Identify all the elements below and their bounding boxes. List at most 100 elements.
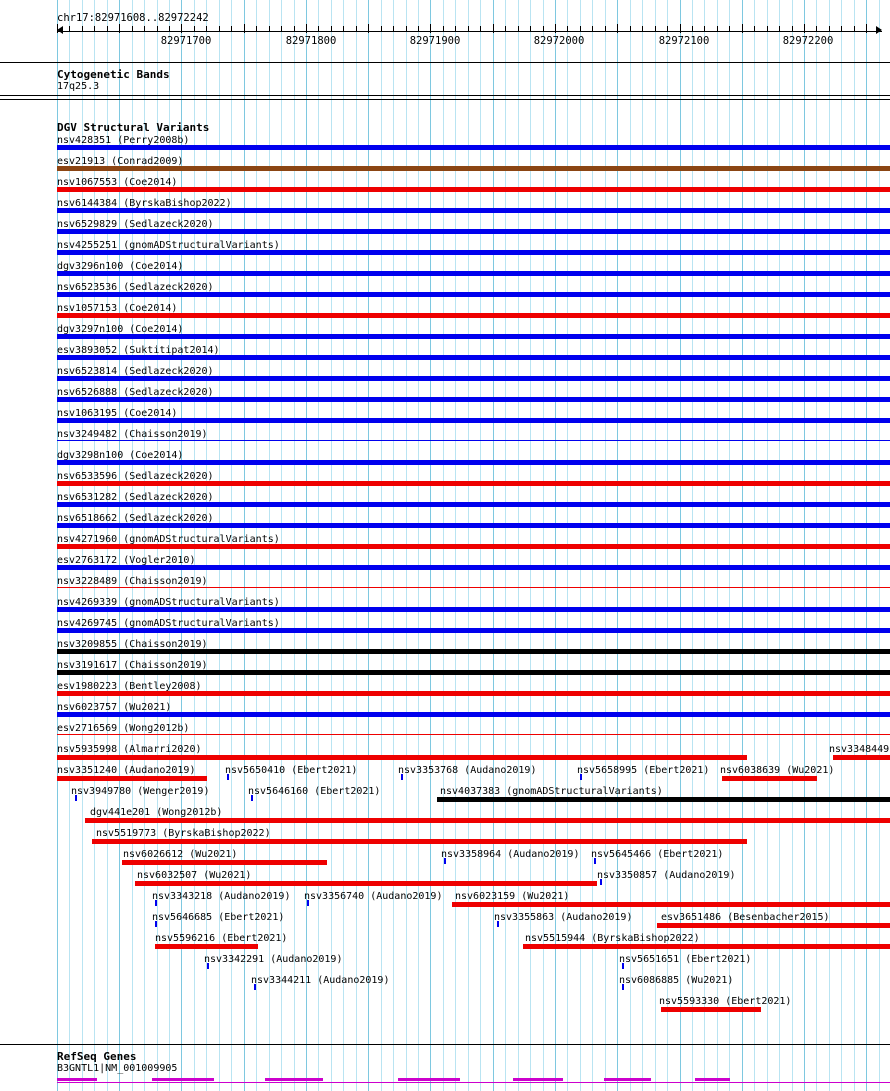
variant-label[interactable]: nsv6518662 (Sedlazeck2020) xyxy=(57,513,214,524)
variant-label[interactable]: nsv1067553 (Coe2014) xyxy=(57,177,178,188)
variant-label[interactable]: nsv3356740 (Audano2019) xyxy=(304,891,443,902)
variant-feature-bar[interactable] xyxy=(57,607,890,612)
variant-feature-bar[interactable] xyxy=(437,797,890,802)
variant-label[interactable]: nsv5646160 (Ebert2021) xyxy=(248,786,381,797)
variant-label[interactable]: nsv6023757 (Wu2021) xyxy=(57,702,172,713)
variant-feature-bar[interactable] xyxy=(444,858,446,864)
variant-feature-bar[interactable] xyxy=(600,879,602,885)
variant-feature-bar[interactable] xyxy=(57,755,747,760)
variant-feature-bar[interactable] xyxy=(57,712,890,717)
variant-feature-bar[interactable] xyxy=(57,418,890,423)
variant-feature-bar[interactable] xyxy=(661,1007,761,1012)
variant-feature-bar[interactable] xyxy=(227,774,229,780)
variant-label[interactable]: nsv3348449 xyxy=(829,744,890,755)
variant-label[interactable]: nsv6526888 (Sedlazeck2020) xyxy=(57,387,214,398)
variant-label[interactable]: nsv6523536 (Sedlazeck2020) xyxy=(57,282,214,293)
variant-feature-bar[interactable] xyxy=(57,670,890,675)
variant-label[interactable]: esv3893052 (Suktitipat2014) xyxy=(57,345,220,356)
variant-label[interactable]: nsv6032507 (Wu2021) xyxy=(137,870,252,881)
variant-label[interactable]: esv3651486 (Besenbacher2015) xyxy=(661,912,830,923)
variant-label[interactable]: esv2716569 (Wong2012b) xyxy=(57,723,190,734)
variant-label[interactable]: nsv5658995 (Ebert2021) xyxy=(577,765,710,776)
variant-label[interactable]: nsv6531282 (Sedlazeck2020) xyxy=(57,492,214,503)
variant-feature-bar[interactable] xyxy=(57,565,890,570)
gene-exon-block[interactable] xyxy=(265,1078,323,1081)
variant-feature-bar[interactable] xyxy=(57,776,207,781)
variant-label[interactable]: nsv5646685 (Ebert2021) xyxy=(152,912,285,923)
variant-feature-bar[interactable] xyxy=(497,921,499,927)
variant-label[interactable]: nsv5596216 (Ebert2021) xyxy=(155,933,288,944)
variant-feature-bar[interactable] xyxy=(57,397,890,402)
variant-feature-bar[interactable] xyxy=(57,187,890,192)
variant-label[interactable]: nsv5593330 (Ebert2021) xyxy=(659,996,792,1007)
variant-label[interactable]: nsv6023159 (Wu2021) xyxy=(455,891,570,902)
variant-feature-bar[interactable] xyxy=(307,900,309,906)
variant-label[interactable]: nsv5645466 (Ebert2021) xyxy=(591,849,724,860)
variant-label[interactable]: nsv3249482 (Chaisson2019) xyxy=(57,429,208,440)
variant-label[interactable]: nsv3228489 (Chaisson2019) xyxy=(57,576,208,587)
variant-label[interactable]: nsv4255251 (gnomADStructuralVariants) xyxy=(57,240,280,251)
variant-feature-bar[interactable] xyxy=(251,795,253,801)
variant-feature-bar[interactable] xyxy=(57,271,890,276)
variant-feature-bar[interactable] xyxy=(57,440,890,441)
gene-exon-block[interactable] xyxy=(152,1078,214,1081)
variant-feature-bar[interactable] xyxy=(523,944,890,949)
variant-label[interactable]: nsv3351240 (Audano2019) xyxy=(57,765,196,776)
variant-feature-bar[interactable] xyxy=(57,334,890,339)
variant-label[interactable]: nsv3350857 (Audano2019) xyxy=(597,870,736,881)
variant-label[interactable]: nsv6026612 (Wu2021) xyxy=(123,849,238,860)
variant-feature-bar[interactable] xyxy=(135,881,597,886)
variant-feature-bar[interactable] xyxy=(57,313,890,318)
variant-feature-bar[interactable] xyxy=(622,963,624,969)
variant-label[interactable]: nsv5519773 (ByrskaBishop2022) xyxy=(96,828,271,839)
variant-feature-bar[interactable] xyxy=(92,839,747,844)
variant-label[interactable]: nsv6144384 (ByrskaBishop2022) xyxy=(57,198,232,209)
variant-label[interactable]: nsv3353768 (Audano2019) xyxy=(398,765,537,776)
variant-label[interactable]: nsv6086885 (Wu2021) xyxy=(619,975,734,986)
variant-label[interactable]: nsv1057153 (Coe2014) xyxy=(57,303,178,314)
variant-feature-bar[interactable] xyxy=(833,755,890,760)
variant-label[interactable]: nsv4037383 (gnomADStructuralVariants) xyxy=(440,786,663,797)
variant-label[interactable]: nsv5650410 (Ebert2021) xyxy=(225,765,358,776)
variant-feature-bar[interactable] xyxy=(57,229,890,234)
variant-label[interactable]: nsv4269339 (gnomADStructuralVariants) xyxy=(57,597,280,608)
gene-exon-block[interactable] xyxy=(513,1078,563,1081)
variant-feature-bar[interactable] xyxy=(594,858,596,864)
variant-feature-bar[interactable] xyxy=(75,795,77,801)
variant-feature-bar[interactable] xyxy=(57,734,890,735)
variant-feature-bar[interactable] xyxy=(57,145,890,150)
variant-label[interactable]: nsv3209855 (Chaisson2019) xyxy=(57,639,208,650)
variant-label[interactable]: esv2763172 (Vogler2010) xyxy=(57,555,196,566)
variant-label[interactable]: dgv3296n100 (Coe2014) xyxy=(57,261,184,272)
variant-label[interactable]: nsv3949780 (Wenger2019) xyxy=(71,786,210,797)
variant-label[interactable]: nsv6523814 (Sedlazeck2020) xyxy=(57,366,214,377)
variant-feature-bar[interactable] xyxy=(57,292,890,297)
variant-label[interactable]: nsv3355863 (Audano2019) xyxy=(494,912,633,923)
variant-feature-bar[interactable] xyxy=(452,902,890,907)
refseq-gene-label[interactable]: B3GNTL1|NM_001009905 xyxy=(57,1063,178,1074)
variant-feature-bar[interactable] xyxy=(155,944,258,949)
variant-label[interactable]: esv1980223 (Bentley2008) xyxy=(57,681,202,692)
variant-label[interactable]: nsv5935998 (Almarri2020) xyxy=(57,744,202,755)
variant-feature-bar[interactable] xyxy=(57,649,890,654)
variant-label[interactable]: dgv3297n100 (Coe2014) xyxy=(57,324,184,335)
variant-label[interactable]: nsv3358964 (Audano2019) xyxy=(441,849,580,860)
variant-feature-bar[interactable] xyxy=(57,691,890,696)
variant-feature-bar[interactable] xyxy=(254,984,256,990)
variant-label[interactable]: nsv3342291 (Audano2019) xyxy=(204,954,343,965)
variant-label[interactable]: nsv6533596 (Sedlazeck2020) xyxy=(57,471,214,482)
variant-feature-bar[interactable] xyxy=(57,628,890,633)
variant-feature-bar[interactable] xyxy=(57,587,890,588)
variant-feature-bar[interactable] xyxy=(57,376,890,381)
variant-label[interactable]: nsv3344211 (Audano2019) xyxy=(251,975,390,986)
variant-feature-bar[interactable] xyxy=(57,544,890,549)
variant-label[interactable]: dgv3298n100 (Coe2014) xyxy=(57,450,184,461)
variant-feature-bar[interactable] xyxy=(207,963,209,969)
variant-label[interactable]: dgv441e201 (Wong2012b) xyxy=(90,807,223,818)
variant-label[interactable]: nsv4269745 (gnomADStructuralVariants) xyxy=(57,618,280,629)
variant-feature-bar[interactable] xyxy=(57,250,890,255)
variant-label[interactable]: nsv4271960 (gnomADStructuralVariants) xyxy=(57,534,280,545)
variant-feature-bar[interactable] xyxy=(722,776,817,781)
variant-feature-bar[interactable] xyxy=(122,860,327,865)
variant-feature-bar[interactable] xyxy=(57,208,890,213)
